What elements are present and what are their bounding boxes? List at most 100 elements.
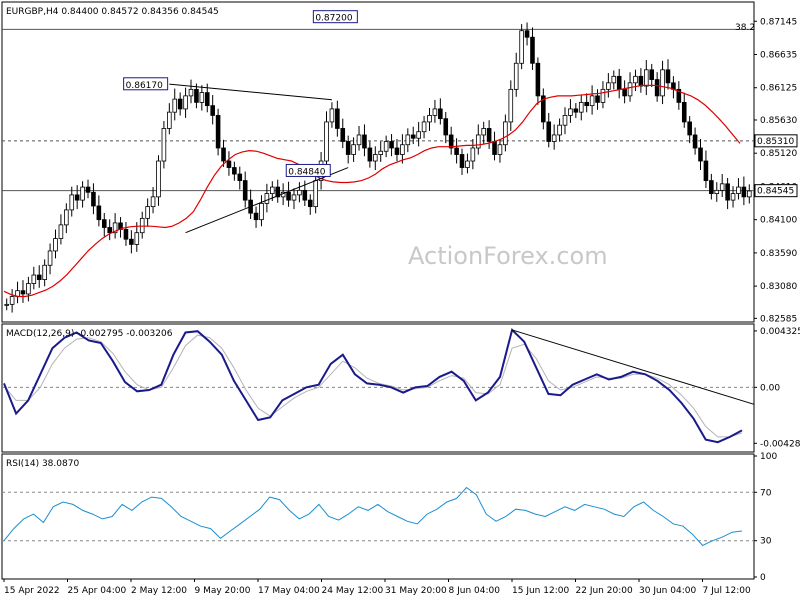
candle-body xyxy=(42,264,47,281)
candle-body xyxy=(177,98,183,110)
price-y-tick-label: 0.82585 xyxy=(760,314,797,324)
candle-body xyxy=(372,154,378,162)
candle-body xyxy=(356,134,362,146)
macd-title: MACD(12,26,9) -0.002795 -0.003206 xyxy=(6,329,173,339)
candle xyxy=(519,24,524,70)
candle xyxy=(74,185,80,210)
candle-body xyxy=(719,183,725,191)
candle-body xyxy=(215,115,221,149)
candle-body xyxy=(709,180,714,195)
candle xyxy=(183,87,188,118)
candle-body xyxy=(242,180,248,201)
candle xyxy=(232,161,237,181)
candle-body xyxy=(362,134,367,149)
candle-body xyxy=(665,69,671,84)
candle xyxy=(465,153,470,174)
candle-body xyxy=(421,121,427,133)
macd-line xyxy=(3,327,743,444)
candle-body xyxy=(156,160,161,198)
candle xyxy=(31,266,37,290)
candle-body xyxy=(644,69,649,87)
candle-body xyxy=(91,191,96,207)
candle-body xyxy=(64,209,69,226)
candle-body xyxy=(475,134,481,149)
candle-body xyxy=(427,115,432,123)
candle xyxy=(438,98,443,125)
macd-panel-frame xyxy=(1,323,755,453)
candle xyxy=(513,52,519,97)
candle xyxy=(167,103,172,135)
fib-label: 38.2 xyxy=(735,23,755,33)
candle-body xyxy=(36,274,42,281)
price-annotation-label: 0.84840 xyxy=(288,167,325,177)
price-y-tick-label: 0.86635 xyxy=(760,50,797,60)
candle-body xyxy=(573,108,579,113)
candle-body xyxy=(188,88,194,97)
candle-body xyxy=(432,108,438,116)
candle xyxy=(524,22,530,46)
candle-body xyxy=(638,75,644,87)
candle xyxy=(578,94,584,121)
candle-body xyxy=(546,121,552,142)
rsi-y-tick-label: 0 xyxy=(760,573,766,583)
candle-body xyxy=(80,186,85,201)
candle xyxy=(362,124,367,157)
candle-body xyxy=(270,186,275,194)
candle xyxy=(736,178,741,200)
candle xyxy=(557,118,562,142)
candle xyxy=(410,126,416,145)
candle xyxy=(416,121,421,147)
candle xyxy=(9,289,15,313)
candle-body xyxy=(53,238,58,252)
candle xyxy=(703,150,709,188)
candle xyxy=(345,135,351,164)
candle-body xyxy=(616,75,622,90)
candle-body xyxy=(400,144,405,155)
upper-trendline xyxy=(169,83,332,101)
candle xyxy=(351,137,356,162)
candle xyxy=(427,107,432,131)
candle-body xyxy=(513,62,519,90)
candle xyxy=(129,230,134,254)
candle xyxy=(80,181,85,208)
candle-body xyxy=(454,147,459,155)
candle xyxy=(687,116,692,144)
macd-y-tick-label: -0.004288 xyxy=(760,439,800,449)
candle xyxy=(101,213,107,237)
x-tick-label: 22 Jun 20:00 xyxy=(576,586,633,596)
lower-trendline xyxy=(185,167,349,234)
candle xyxy=(606,73,611,98)
candle-body xyxy=(438,108,443,120)
price-annotation-box xyxy=(312,10,358,24)
candle xyxy=(551,124,557,150)
candle-body xyxy=(69,194,75,211)
candle-body xyxy=(378,150,384,155)
candle xyxy=(356,125,362,151)
candle-body xyxy=(4,303,10,306)
candle xyxy=(497,138,503,163)
candle xyxy=(26,276,31,302)
price-y-tick-label: 0.86125 xyxy=(760,84,797,94)
candle xyxy=(589,85,595,115)
candle-body xyxy=(448,134,454,149)
candle-body xyxy=(595,95,600,103)
candle-body xyxy=(654,79,660,97)
price-annotation-box xyxy=(285,163,331,177)
price-y-tick-label: 0.85120 xyxy=(760,149,797,159)
candle-body xyxy=(557,124,562,136)
candle xyxy=(459,148,465,175)
x-tick-label: 30 Jun 04:00 xyxy=(639,586,696,596)
candle xyxy=(654,72,660,102)
candle xyxy=(297,182,302,203)
candle xyxy=(85,179,91,199)
candle-body xyxy=(101,219,107,228)
candle-body xyxy=(264,193,270,204)
candle-body xyxy=(96,205,102,221)
candle xyxy=(150,187,156,214)
candle xyxy=(486,120,492,149)
candle xyxy=(221,139,226,167)
candle xyxy=(96,195,102,227)
price-tag-label: 0.85310 xyxy=(757,137,794,147)
candle xyxy=(730,186,736,208)
